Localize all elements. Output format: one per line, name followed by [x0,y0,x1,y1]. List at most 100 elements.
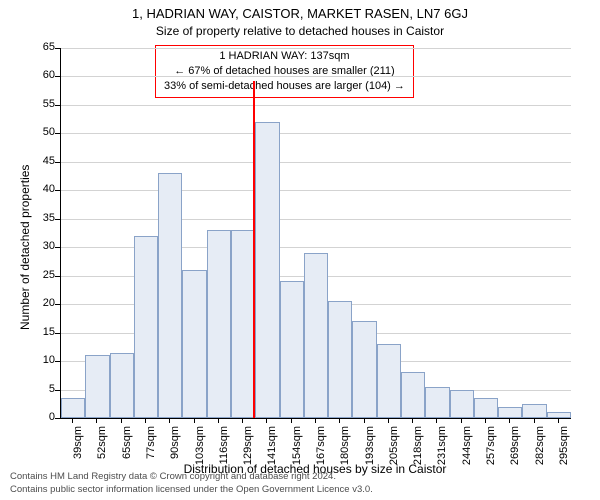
y-tick [55,48,60,49]
x-tick [364,418,365,423]
histogram-bar [110,353,134,418]
reference-line [253,81,255,418]
y-tick-label: 60 [15,69,55,81]
y-tick [55,247,60,248]
grid-line [61,190,571,191]
histogram-bar [255,122,279,418]
y-tick [55,162,60,163]
x-tick-label: 39sqm [72,426,84,486]
y-tick-label: 65 [15,41,55,53]
histogram-bar [547,412,571,418]
x-tick-label: 65sqm [121,426,133,486]
grid-line [61,162,571,163]
x-tick [169,418,170,423]
x-tick-label: 154sqm [291,426,303,486]
x-tick [461,418,462,423]
x-tick-label: 116sqm [218,426,230,486]
y-tick [55,304,60,305]
y-tick-label: 15 [15,326,55,338]
x-tick [315,418,316,423]
x-tick-label: 244sqm [461,426,473,486]
x-tick [145,418,146,423]
grid-line [61,76,571,77]
x-tick-label: 257sqm [485,426,497,486]
x-tick-label: 103sqm [194,426,206,486]
grid-line [61,48,571,49]
y-tick-label: 55 [15,98,55,110]
x-tick [96,418,97,423]
histogram-bar [425,387,449,418]
x-tick-label: 77sqm [145,426,157,486]
histogram-bar [134,236,158,418]
x-tick [194,418,195,423]
histogram-bar [522,404,546,418]
histogram-bar [280,281,304,418]
histogram-bar [207,230,231,418]
x-tick-label: 167sqm [315,426,327,486]
y-tick-label: 35 [15,212,55,224]
x-tick [436,418,437,423]
y-tick-label: 5 [15,383,55,395]
x-tick [339,418,340,423]
histogram-bar [498,407,522,418]
x-tick [558,418,559,423]
x-tick-label: 90sqm [169,426,181,486]
y-tick [55,133,60,134]
x-tick-label: 52sqm [96,426,108,486]
y-tick [55,219,60,220]
grid-line [61,133,571,134]
x-tick-label: 231sqm [436,426,448,486]
histogram-bar [85,355,109,418]
histogram-bar [474,398,498,418]
plot-area [60,48,571,419]
histogram-bar [377,344,401,418]
histogram-bar [450,390,474,418]
y-tick [55,333,60,334]
histogram-bar [328,301,352,418]
chart-subtitle: Size of property relative to detached ho… [0,24,600,38]
chart-container: 1, HADRIAN WAY, CAISTOR, MARKET RASEN, L… [0,0,600,500]
x-tick [388,418,389,423]
y-tick-label: 40 [15,183,55,195]
y-tick-label: 45 [15,155,55,167]
x-tick [412,418,413,423]
y-tick [55,105,60,106]
x-tick [485,418,486,423]
x-tick [534,418,535,423]
x-tick-label: 193sqm [364,426,376,486]
x-tick-label: 295sqm [558,426,570,486]
x-tick-label: 180sqm [339,426,351,486]
x-tick [291,418,292,423]
y-tick-label: 0 [15,411,55,423]
chart-title: 1, HADRIAN WAY, CAISTOR, MARKET RASEN, L… [0,6,600,21]
x-tick [242,418,243,423]
histogram-bar [182,270,206,418]
histogram-bar [352,321,376,418]
histogram-bar [231,230,255,418]
y-tick-label: 10 [15,354,55,366]
y-tick-label: 20 [15,297,55,309]
x-tick [266,418,267,423]
y-tick [55,361,60,362]
x-tick [218,418,219,423]
x-tick-label: 141sqm [266,426,278,486]
x-tick-label: 282sqm [534,426,546,486]
x-tick-label: 218sqm [412,426,424,486]
x-tick [509,418,510,423]
histogram-bar [401,372,425,418]
x-tick [121,418,122,423]
y-tick [55,76,60,77]
y-tick [55,276,60,277]
y-tick-label: 30 [15,240,55,252]
y-tick [55,390,60,391]
x-tick-label: 129sqm [242,426,254,486]
grid-line [61,105,571,106]
histogram-bar [304,253,328,418]
histogram-bar [158,173,182,418]
y-tick [55,190,60,191]
x-tick [72,418,73,423]
x-tick-label: 269sqm [509,426,521,486]
x-tick-label: 205sqm [388,426,400,486]
grid-line [61,219,571,220]
y-tick-label: 25 [15,269,55,281]
